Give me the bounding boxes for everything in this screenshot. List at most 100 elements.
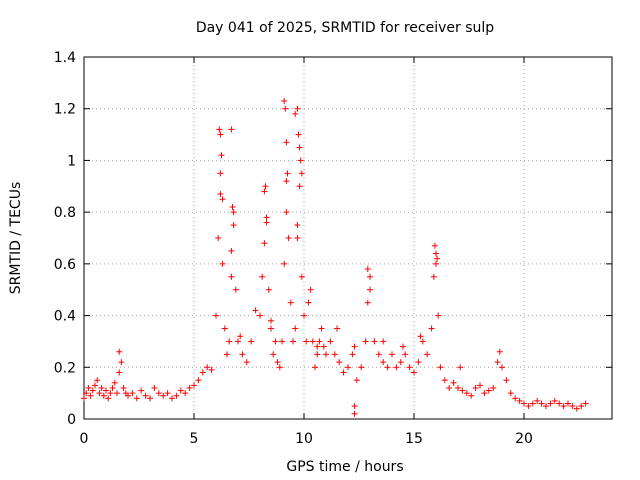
data-point [292, 325, 299, 332]
data-point [472, 384, 479, 391]
data-point [274, 359, 281, 366]
data-point [216, 126, 223, 133]
data-point [406, 364, 413, 371]
data-point [204, 364, 211, 371]
data-point [307, 286, 314, 293]
data-point [87, 392, 94, 399]
data-point [371, 338, 378, 345]
data-point [182, 390, 189, 397]
data-point [314, 351, 321, 358]
data-point [186, 384, 193, 391]
data-point [507, 390, 514, 397]
data-point [272, 338, 279, 345]
data-point [217, 170, 224, 177]
data-point [529, 400, 536, 407]
data-point [228, 126, 235, 133]
x-tick-label: 10 [295, 431, 313, 447]
data-point [118, 359, 125, 366]
y-tick-label: 0.6 [54, 257, 76, 273]
data-point [219, 196, 226, 203]
data-point [351, 403, 358, 410]
data-point [353, 377, 360, 384]
data-point [298, 273, 305, 280]
data-point [450, 379, 457, 386]
data-point [226, 338, 233, 345]
data-point [323, 351, 329, 358]
y-tick-label: 1.2 [54, 102, 76, 118]
x-tick-label: 20 [515, 431, 533, 447]
data-point [573, 405, 580, 412]
data-point [107, 390, 114, 397]
data-point [560, 403, 567, 410]
data-point [96, 390, 103, 397]
data-point [103, 387, 109, 394]
data-point [485, 387, 492, 394]
data-point [380, 359, 387, 366]
data-point [283, 139, 290, 146]
data-point [282, 105, 289, 112]
data-point [257, 312, 263, 319]
data-point [213, 312, 219, 319]
data-point [208, 366, 215, 373]
data-point [232, 286, 239, 293]
data-point [83, 390, 90, 397]
data-point [283, 178, 290, 185]
data-point [358, 364, 365, 371]
y-axis-label: SRMTID / TECUs [8, 182, 24, 295]
data-point [551, 397, 558, 404]
data-point [320, 343, 327, 350]
data-point [331, 351, 338, 358]
data-point [295, 131, 302, 138]
data-point [433, 250, 439, 257]
y-tick-label: 1 [67, 153, 76, 169]
data-point [94, 377, 101, 384]
data-point [114, 390, 120, 397]
data-point [259, 273, 266, 280]
data-point [367, 273, 373, 280]
x-axis-label: GPS time / hours [286, 459, 403, 475]
data-point [434, 255, 441, 262]
data-point [298, 170, 305, 177]
data-point [263, 214, 270, 221]
data-point [263, 219, 270, 226]
data-point [417, 333, 424, 340]
data-point [98, 384, 105, 391]
data-point [446, 384, 453, 391]
data-point [547, 400, 554, 407]
data-point [218, 152, 225, 159]
data-point [248, 338, 255, 345]
data-point [318, 325, 325, 332]
data-point [543, 403, 549, 410]
data-point [424, 351, 431, 358]
data-point [133, 395, 140, 402]
data-point [237, 333, 244, 340]
data-point [199, 369, 206, 376]
data-point [496, 348, 503, 355]
data-point [160, 392, 167, 399]
y-tick-label: 1.4 [54, 50, 76, 66]
chart-title: Day 041 of 2025, SRMTID for receiver sul… [196, 20, 494, 36]
data-point [380, 338, 387, 345]
data-point [296, 183, 303, 190]
data-point [400, 343, 406, 350]
x-tick-label: 15 [405, 431, 423, 447]
data-point [262, 183, 269, 190]
data-point [397, 359, 404, 366]
data-point [252, 307, 259, 314]
data-point [468, 392, 475, 399]
data-point [428, 325, 435, 332]
data-point [279, 338, 285, 345]
data-point [138, 387, 145, 394]
data-point [362, 338, 369, 345]
data-point [221, 325, 228, 332]
data-point [235, 338, 241, 345]
data-point [129, 390, 136, 397]
data-point [314, 343, 321, 350]
data-point [312, 364, 318, 371]
data-point [281, 97, 288, 104]
data-point [297, 157, 304, 164]
data-point [441, 377, 448, 384]
data-point [582, 400, 589, 407]
data-point [268, 325, 274, 332]
